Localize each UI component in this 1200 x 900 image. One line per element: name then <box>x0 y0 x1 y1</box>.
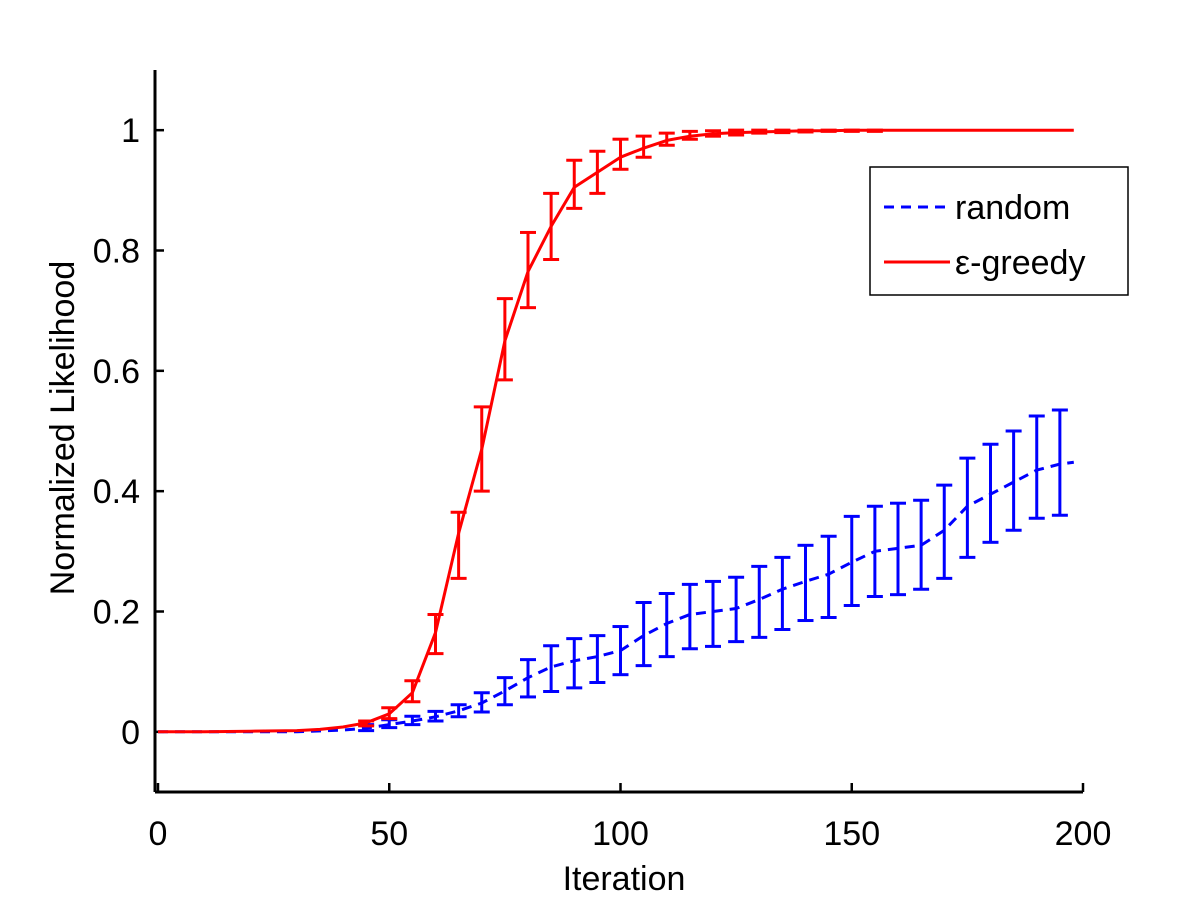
series <box>158 128 1074 734</box>
legend-label-egreedy: ε-greedy <box>955 244 1085 282</box>
y-tick-label: 0.2 <box>93 594 140 632</box>
errorbar-egreedy <box>612 137 629 171</box>
errorbar-random <box>635 600 652 668</box>
errorbar-random <box>1051 408 1068 517</box>
errorbar-random <box>820 534 837 620</box>
errorbar-random <box>543 644 560 694</box>
x-tick-label: 150 <box>823 815 880 853</box>
x-tick-label: 200 <box>1055 815 1112 853</box>
errorbar-random <box>1028 414 1045 520</box>
errorbar-random <box>450 703 467 719</box>
y-tick-label: 0.6 <box>93 353 140 391</box>
errorbar-egreedy <box>566 158 583 210</box>
errorbar-random <box>913 498 930 591</box>
x-tick-label: 0 <box>149 815 168 853</box>
line-egreedy <box>158 128 1074 734</box>
y-tick-label: 1 <box>121 112 140 150</box>
line-random <box>158 460 1074 734</box>
errorbar-random <box>751 564 768 639</box>
x-tick-label: 100 <box>592 815 649 853</box>
legend-box <box>869 166 1129 296</box>
errorbar-random <box>797 543 814 623</box>
errorbar-random <box>890 501 906 597</box>
legend: random ε-greedy <box>869 166 1129 296</box>
series-random <box>158 408 1074 734</box>
errorbar-random <box>681 582 698 651</box>
axes <box>153 70 1083 794</box>
errorbar-random <box>1005 429 1022 532</box>
y-tick-label: 0.8 <box>93 233 140 271</box>
y-tick-label: 0.4 <box>93 473 140 511</box>
ticks: 0 50 100 150 200 0 0.2 0.4 0.6 0.8 1 <box>93 112 1112 853</box>
errorbar-egreedy <box>450 510 467 580</box>
errorbar-random <box>566 637 583 690</box>
y-axis-label: Normalized Likelihood <box>44 261 82 596</box>
legend-label-random: random <box>955 189 1070 227</box>
series-egreedy <box>158 128 1074 734</box>
errorbar-random <box>774 555 791 632</box>
errorbar-random <box>589 634 606 684</box>
x-axis-label: Iteration <box>563 860 686 898</box>
y-tick-label: 0 <box>121 714 140 752</box>
x-tick-label: 50 <box>370 815 408 853</box>
errorbar-random <box>843 514 860 607</box>
errorbar-random <box>705 579 721 648</box>
errorbar-random <box>496 676 513 707</box>
